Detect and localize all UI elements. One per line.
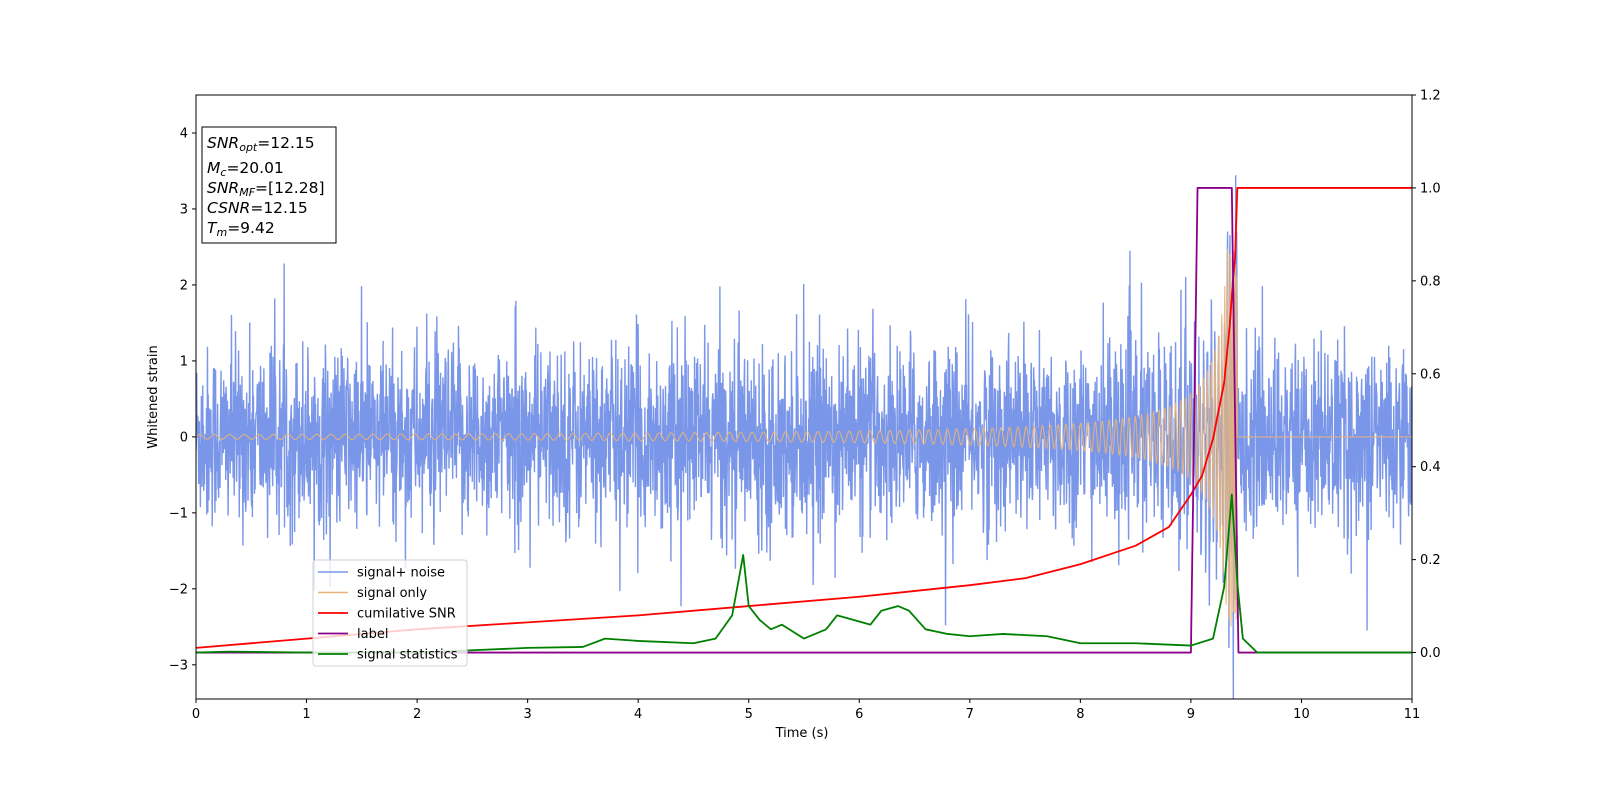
- x-tick-label: 2: [413, 707, 421, 722]
- info-line: Mc=20.01: [207, 159, 284, 179]
- y-axis-label: Whitened strain: [146, 345, 161, 448]
- y-tick-label: −3: [169, 658, 188, 673]
- legend: signal+ noise signal only cumilative SNR la…: [312, 559, 468, 667]
- y2-tick-label: 0.6: [1420, 367, 1441, 382]
- x-tick-label: 0: [192, 707, 200, 722]
- plot-frame: [195, 94, 1413, 700]
- x-tick-label: 3: [523, 707, 531, 722]
- y-tick-label: 3: [180, 202, 188, 217]
- legend-label: signal+ noise: [357, 566, 445, 581]
- plot-series: [196, 175, 1412, 699]
- info-line: Tm=9.42: [207, 219, 275, 239]
- legend-label: signal only: [357, 586, 427, 601]
- y-tick-label: −1: [169, 506, 188, 521]
- y-tick-label: 1: [180, 354, 188, 369]
- x-tick-label: 9: [1187, 707, 1195, 722]
- series-signal-statistics: [196, 493, 1412, 654]
- info-line: SNRopt=12.15: [207, 134, 315, 154]
- legend-frame: [312, 559, 468, 667]
- x-tick-label: 10: [1293, 707, 1310, 722]
- legend-label: label: [357, 627, 388, 642]
- x-tick-label: 6: [855, 707, 863, 722]
- legend-label: cumilative SNR: [357, 607, 456, 622]
- x-tick-label: 4: [634, 707, 642, 722]
- y2-tick-label: 1.0: [1420, 181, 1441, 196]
- series-cumilative-snr: [196, 187, 1412, 649]
- x-tick-label: 7: [966, 707, 974, 722]
- y2-tick-label: 1.2: [1420, 89, 1441, 104]
- info-line: SNRMF=[12.28]: [207, 179, 325, 199]
- legend-label: signal statistics: [357, 648, 458, 663]
- y-tick-label: 2: [180, 278, 188, 293]
- x-axis-label: Time (s): [775, 726, 829, 741]
- x-tick-label: 5: [745, 707, 753, 722]
- y-tick-label: 4: [180, 126, 188, 141]
- y2-tick-label: 0.4: [1420, 460, 1441, 475]
- x-tick-label: 8: [1076, 707, 1084, 722]
- info-line: CSNR=12.15: [207, 199, 308, 217]
- axis-ticks: 0 1 2 3 4 5 6 7 8 9 10 11 −3 −2 −1 0 1 2 3 4 0.0 0.2 0.4 0.6 0.8…: [169, 89, 1441, 723]
- x-tick-label: 1: [302, 707, 310, 722]
- x-tick-label: 11: [1404, 707, 1421, 722]
- y2-tick-label: 0.8: [1420, 274, 1441, 289]
- series-signal-only: [196, 249, 1412, 627]
- y-tick-label: −2: [169, 582, 188, 597]
- info-box-frame: [201, 126, 337, 244]
- y2-tick-label: 0.0: [1420, 646, 1441, 661]
- y-tick-label: 0: [180, 430, 188, 445]
- info-box: SNRopt=12.15 Mc=20.01SNRMF=[12.28]CSNR=12…: [201, 126, 337, 244]
- y2-tick-label: 0.2: [1420, 553, 1441, 568]
